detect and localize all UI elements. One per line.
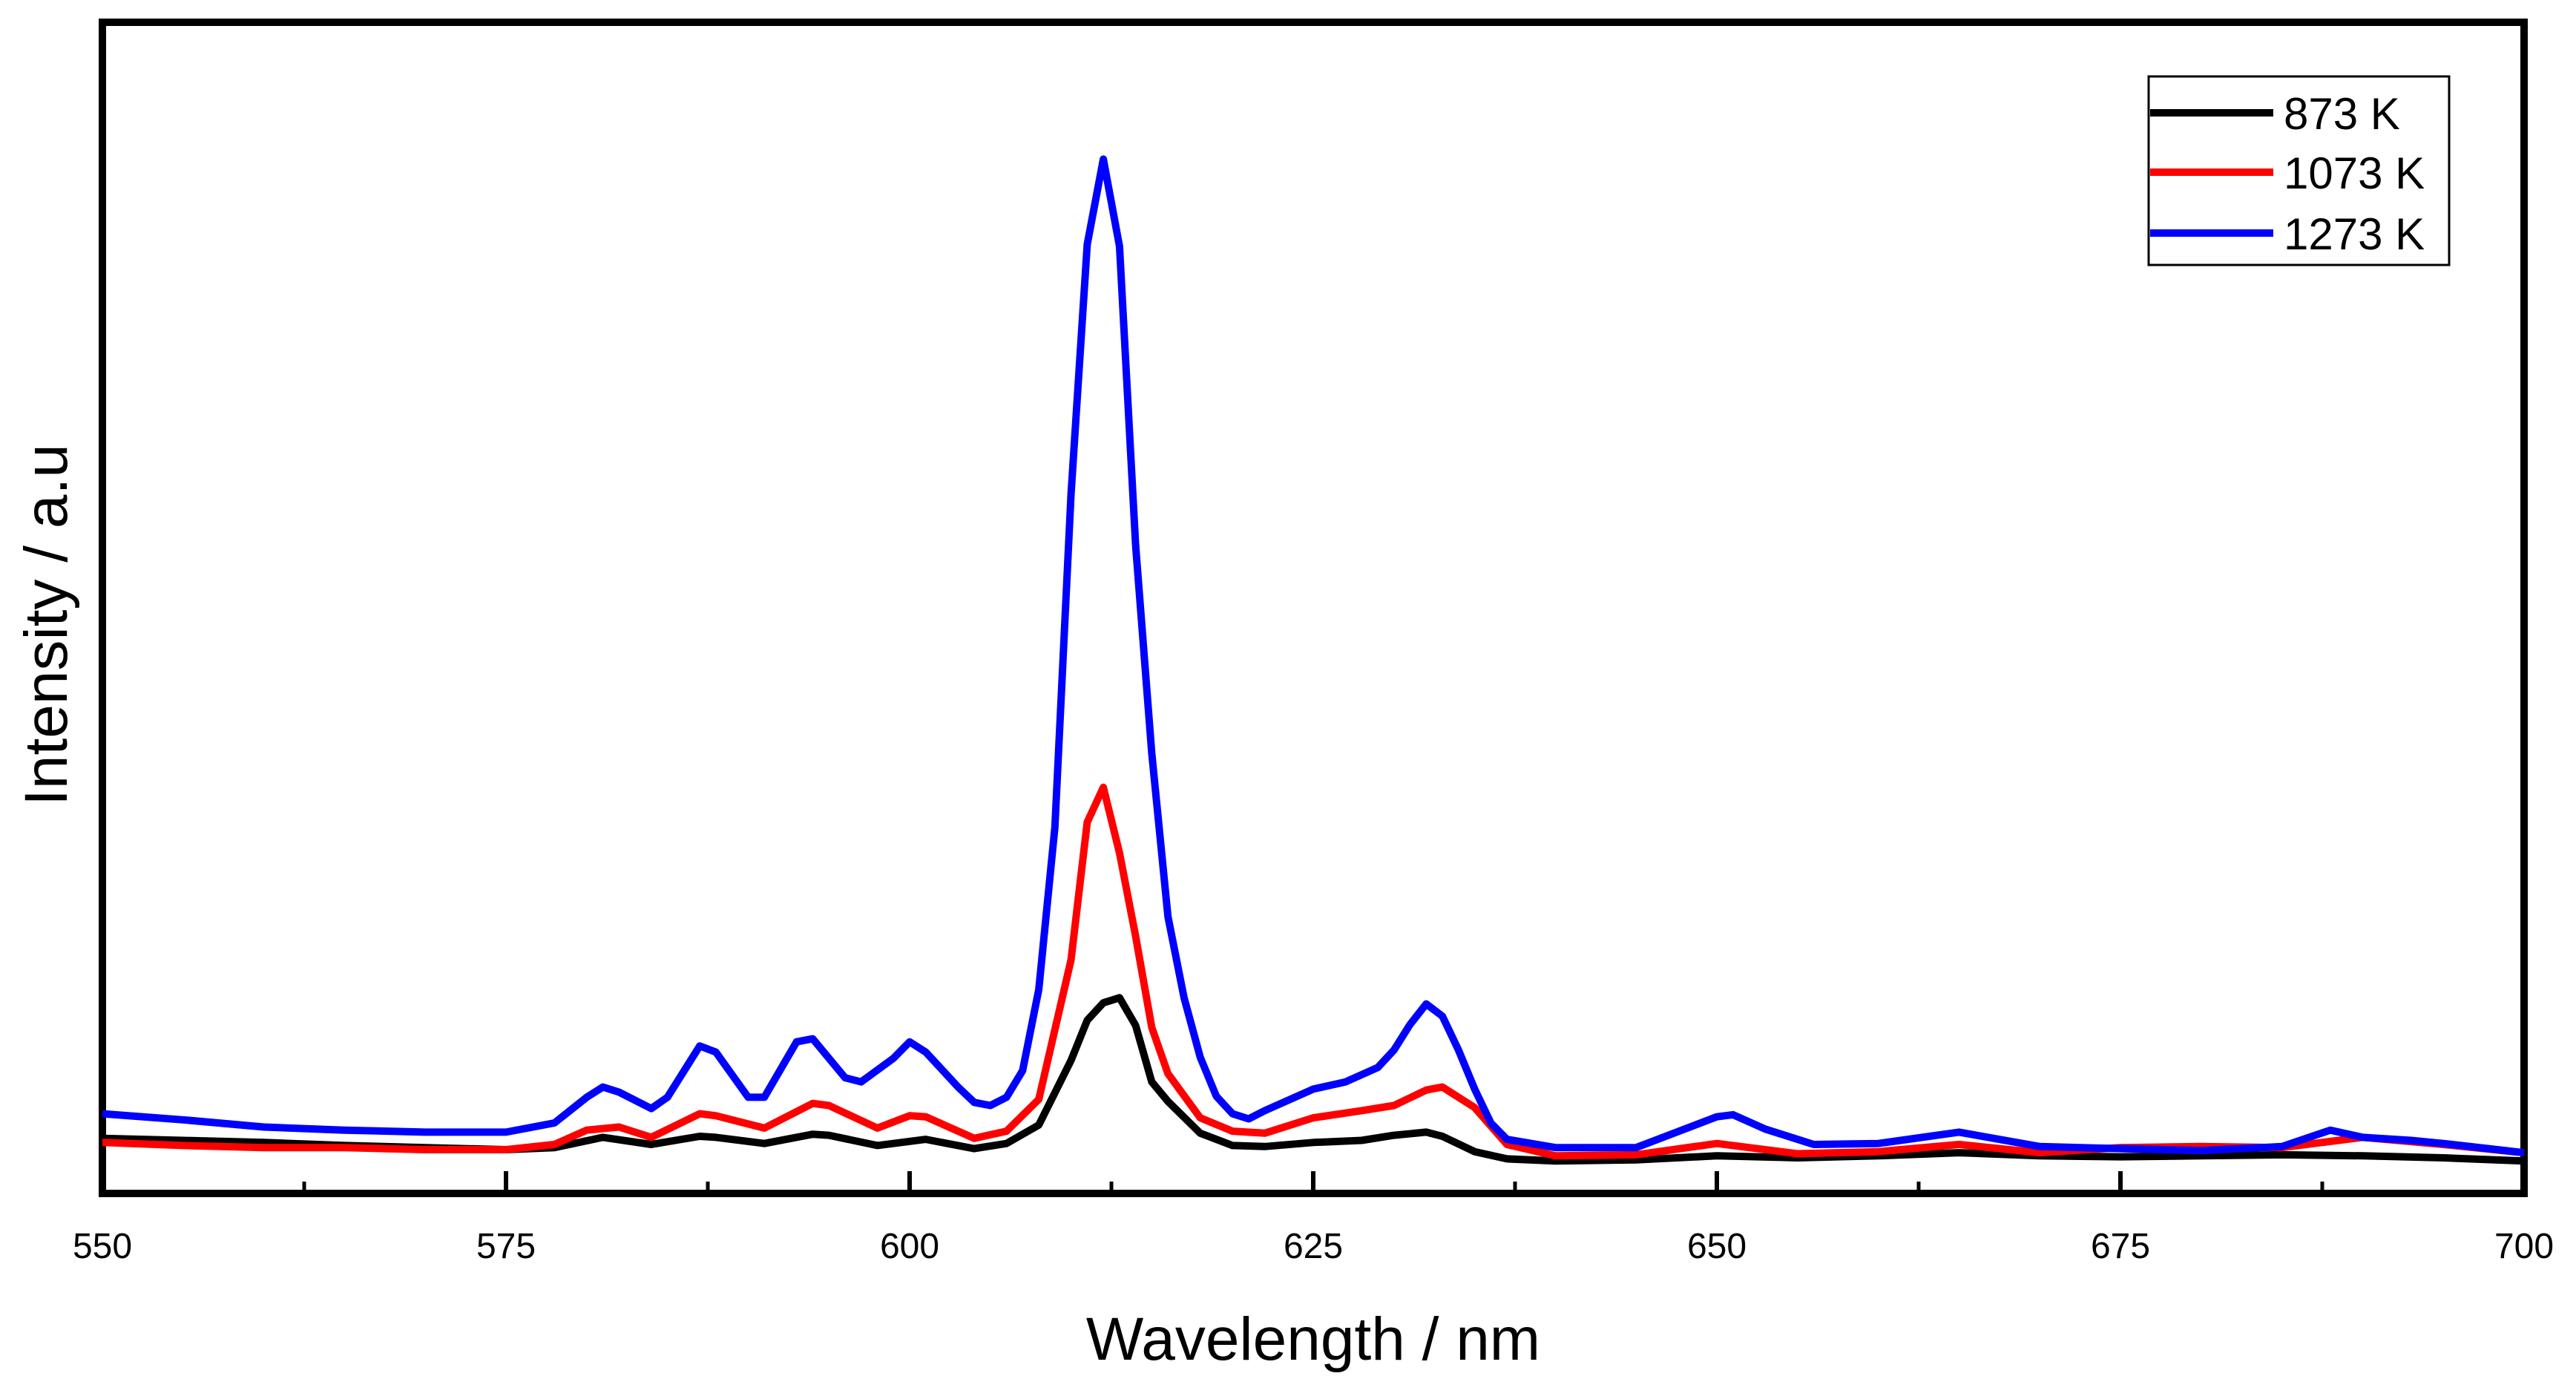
x-tick-label: 675 <box>2091 1227 2150 1266</box>
series-group <box>102 155 2525 1165</box>
y-axis-title: Intensity / a.u <box>13 444 80 806</box>
legend: 873 K 1073 K 1273 K <box>2147 75 2451 266</box>
x-tick-label: 575 <box>476 1227 536 1266</box>
x-axis-title: Wavelength / nm <box>1086 1306 1540 1373</box>
series-line-873k <box>102 994 2525 1165</box>
x-tick-marks <box>100 1171 2526 1193</box>
x-tick-label: 600 <box>880 1227 939 1266</box>
x-tick-label: 650 <box>1687 1227 1747 1266</box>
legend-label-1273k: 1273 K <box>2284 209 2425 259</box>
x-tick-label: 550 <box>73 1227 132 1266</box>
x-tick-labels: 550 575 600 625 650 675 700 <box>73 1227 2554 1266</box>
legend-label-873k: 873 K <box>2284 89 2400 139</box>
series-line-1273k <box>102 155 2525 1157</box>
x-tick-label: 625 <box>1284 1227 1343 1266</box>
series-line-1073k <box>102 783 2525 1160</box>
legend-label-1073k: 1073 K <box>2284 148 2425 198</box>
x-tick-label: 700 <box>2494 1227 2554 1266</box>
